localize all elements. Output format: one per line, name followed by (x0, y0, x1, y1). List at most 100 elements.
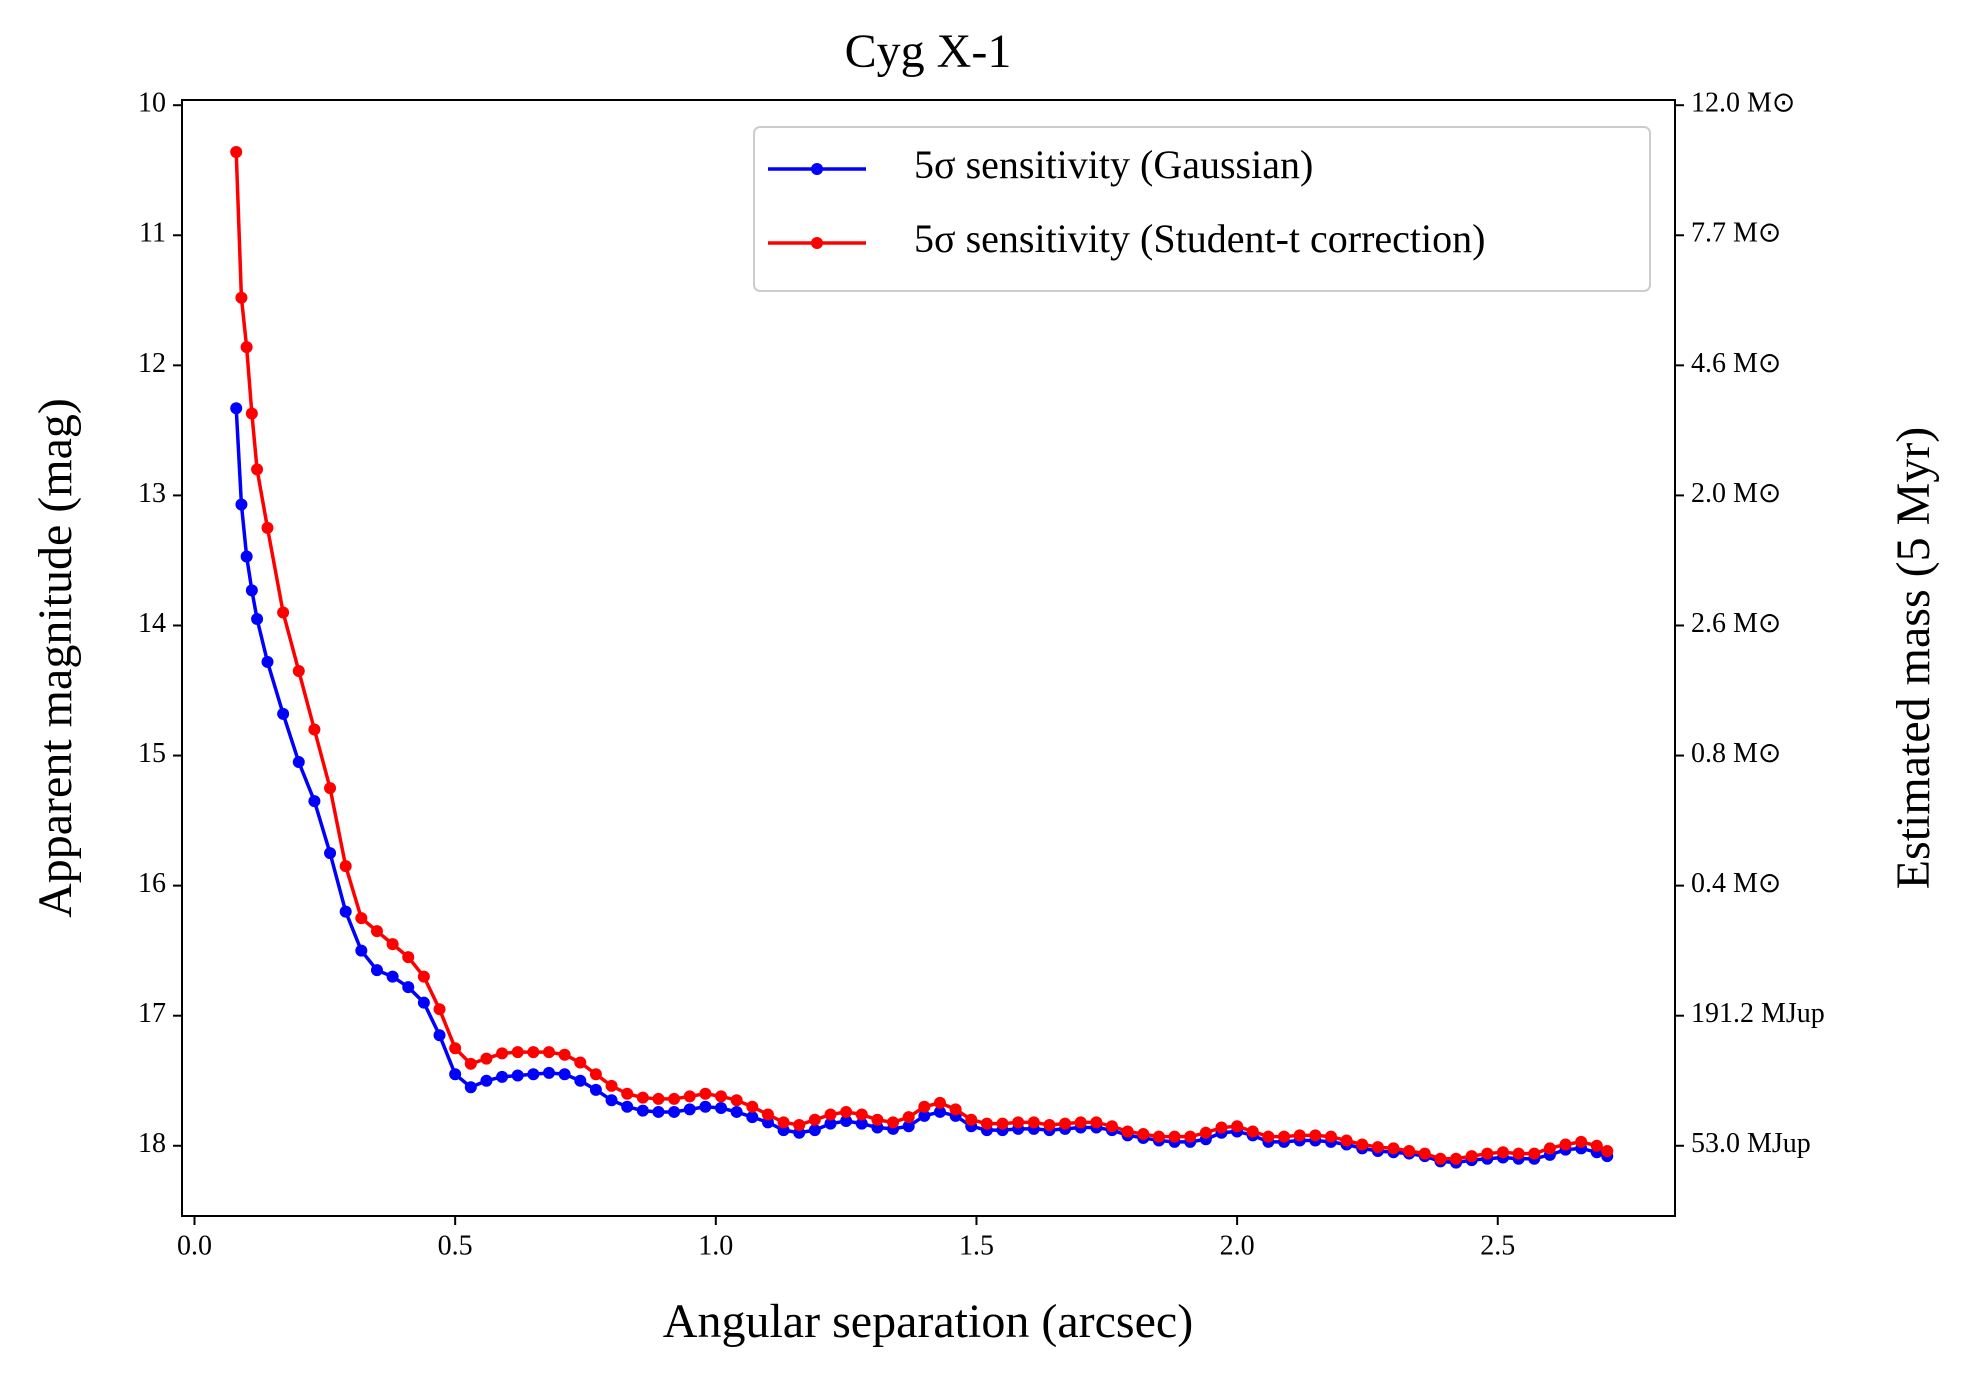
point (621, 1100, 634, 1113)
point (1387, 1142, 1400, 1155)
point (542, 1066, 555, 1079)
x-tick-label: 2.5 (1480, 1230, 1515, 1261)
point (464, 1057, 477, 1070)
point (1340, 1134, 1353, 1147)
point (308, 723, 321, 736)
point (386, 970, 399, 983)
legend-label: 5σ sensitivity (Student-t correction) (914, 216, 1485, 261)
point (730, 1105, 743, 1118)
point (433, 1003, 446, 1016)
y-tick-label: 14 (138, 608, 166, 639)
point (589, 1083, 602, 1096)
point (1152, 1130, 1165, 1143)
point (636, 1091, 649, 1104)
point (902, 1120, 915, 1133)
point (496, 1047, 509, 1060)
point (1231, 1120, 1244, 1133)
point (949, 1103, 962, 1116)
y2-tick-label: 7.7 M⊙ (1691, 218, 1781, 249)
point (235, 498, 248, 511)
point (636, 1104, 649, 1117)
point (933, 1105, 946, 1118)
point (417, 996, 430, 1009)
legend-box (753, 126, 1651, 292)
point (840, 1115, 853, 1128)
point (433, 1029, 446, 1042)
point (480, 1074, 493, 1087)
point (1246, 1125, 1259, 1138)
point (1090, 1116, 1103, 1129)
point (933, 1096, 946, 1109)
point (558, 1048, 571, 1061)
point (277, 707, 290, 720)
point (1512, 1147, 1525, 1160)
point (1559, 1138, 1572, 1151)
point (1074, 1116, 1087, 1129)
point (855, 1117, 868, 1130)
point (402, 951, 415, 964)
point (1121, 1125, 1134, 1138)
point (240, 341, 253, 354)
point (824, 1108, 837, 1121)
y2-tick-label: 0.8 M⊙ (1691, 738, 1781, 769)
point (887, 1116, 900, 1129)
point (652, 1092, 665, 1105)
point (1199, 1126, 1212, 1139)
y-tick-label: 10 (138, 88, 166, 119)
x-tick-label: 1.5 (959, 1230, 994, 1261)
y-tick-label: 16 (138, 868, 166, 899)
point (668, 1092, 681, 1105)
point (1324, 1130, 1337, 1143)
point (496, 1070, 509, 1083)
point (324, 847, 337, 860)
point (824, 1117, 837, 1130)
plot-frame (181, 99, 1676, 1217)
y-tick-label: 13 (138, 478, 166, 509)
point (480, 1052, 493, 1065)
point (511, 1069, 524, 1082)
point (1105, 1120, 1118, 1133)
point (355, 944, 368, 957)
point (1371, 1141, 1384, 1154)
point (261, 655, 274, 668)
point (808, 1113, 821, 1126)
point (511, 1046, 524, 1059)
point (683, 1103, 696, 1116)
point (449, 1042, 462, 1055)
point (292, 756, 305, 769)
point (1450, 1152, 1463, 1165)
point (1434, 1152, 1447, 1165)
point (527, 1046, 540, 1059)
point (965, 1113, 978, 1126)
point (558, 1068, 571, 1081)
point (918, 1100, 931, 1113)
legend-marker (811, 163, 823, 175)
point (1168, 1130, 1181, 1143)
point (542, 1046, 555, 1059)
point (840, 1105, 853, 1118)
point (808, 1124, 821, 1137)
point (370, 925, 383, 938)
x-tick-label: 1.0 (698, 1230, 733, 1261)
point (1418, 1147, 1431, 1160)
point (777, 1116, 790, 1129)
point (1496, 1146, 1509, 1159)
point (1012, 1116, 1025, 1129)
point (683, 1090, 696, 1103)
point (1575, 1135, 1588, 1148)
point (1059, 1117, 1072, 1130)
point (370, 964, 383, 977)
point (240, 550, 253, 563)
point (605, 1079, 618, 1092)
point (1293, 1129, 1306, 1142)
point (746, 1100, 759, 1113)
point (918, 1109, 931, 1122)
y-tick-label: 12 (138, 348, 166, 379)
point (1601, 1144, 1614, 1157)
point (245, 407, 258, 420)
point (1184, 1130, 1197, 1143)
point (339, 860, 352, 873)
point (308, 795, 321, 808)
point (589, 1068, 602, 1081)
